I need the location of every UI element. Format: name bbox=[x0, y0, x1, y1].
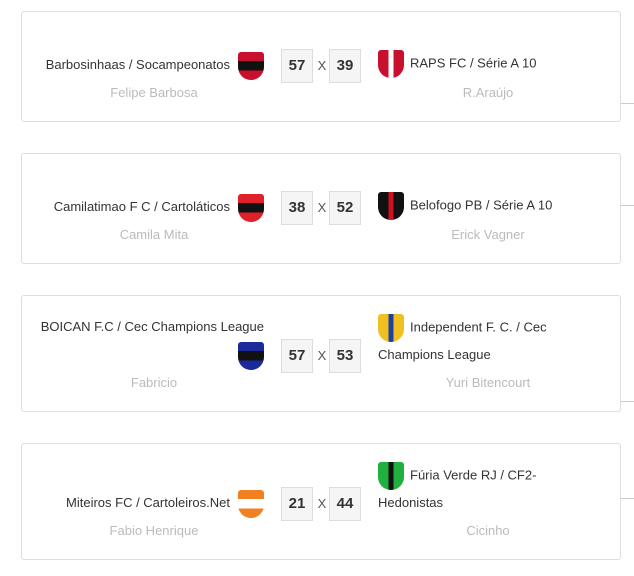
away-team-logo-icon bbox=[378, 462, 404, 490]
home-team-logo-icon bbox=[238, 342, 264, 370]
away-score: 39 bbox=[329, 49, 361, 83]
home-team-logo-icon bbox=[238, 52, 264, 80]
away-team[interactable]: Fúria Verde RJ / CF2-Hedonistas bbox=[378, 462, 578, 516]
away-team[interactable]: Belofogo PB / Série A 10 bbox=[378, 192, 578, 220]
home-owner: Fabricio bbox=[130, 375, 178, 390]
away-team-logo-icon bbox=[378, 314, 404, 342]
home-owner: Fabio Henrique bbox=[109, 523, 199, 538]
home-team-logo-icon bbox=[238, 490, 264, 518]
away-owner: Cicinho bbox=[466, 523, 510, 538]
home-team[interactable]: Camilatimao F C / Cartoláticos bbox=[32, 193, 264, 222]
away-score: 53 bbox=[329, 339, 361, 373]
score-separator: X bbox=[317, 200, 327, 215]
home-owner: Felipe Barbosa bbox=[110, 85, 198, 100]
home-owner: Camila Mita bbox=[119, 227, 189, 242]
away-team[interactable]: RAPS FC / Série A 10 bbox=[378, 50, 578, 78]
match-card[interactable]: Miteiros FC / Cartoleiros.Net 21 X 44 Fú… bbox=[21, 443, 621, 560]
score-separator: X bbox=[317, 348, 327, 363]
bracket-connector bbox=[621, 498, 634, 499]
home-score: 21 bbox=[281, 487, 313, 521]
home-team-name: Barbosinhaas / Socampeonatos bbox=[45, 57, 230, 73]
home-score: 57 bbox=[281, 49, 313, 83]
home-score: 57 bbox=[281, 339, 313, 373]
home-team-name: Camilatimao F C / Cartoláticos bbox=[53, 199, 230, 215]
score-separator: X bbox=[317, 58, 327, 73]
match-card[interactable]: Barbosinhaas / Socampeonatos 57 X 39 RAP… bbox=[21, 11, 621, 122]
away-owner: Yuri Bitencourt bbox=[445, 375, 531, 390]
away-team-name: Fúria Verde RJ / CF2-Hedonistas bbox=[378, 467, 537, 510]
away-score: 52 bbox=[329, 191, 361, 225]
away-team[interactable]: Independent F. C. / Cec Champions League bbox=[378, 314, 578, 368]
away-team-logo-icon bbox=[378, 50, 404, 78]
match-card[interactable]: Camilatimao F C / Cartoláticos 38 X 52 B… bbox=[21, 153, 621, 264]
home-team[interactable]: Barbosinhaas / Socampeonatos bbox=[32, 51, 264, 80]
away-team-name: Independent F. C. / Cec Champions League bbox=[378, 319, 547, 362]
away-team-name: Belofogo PB / Série A 10 bbox=[410, 197, 553, 213]
home-team-name: Miteiros FC / Cartoleiros.Net bbox=[66, 495, 230, 511]
match-card[interactable]: BOICAN F.C / Cec Champions League 57 X 5… bbox=[21, 295, 621, 412]
away-team-name: RAPS FC / Série A 10 bbox=[410, 55, 537, 71]
home-team-name: BOICAN F.C / Cec Champions League bbox=[40, 319, 264, 335]
home-score: 38 bbox=[281, 191, 313, 225]
bracket-connector bbox=[621, 401, 634, 402]
home-team[interactable]: BOICAN F.C / Cec Champions League bbox=[32, 313, 264, 370]
home-team[interactable]: Miteiros FC / Cartoleiros.Net bbox=[32, 489, 264, 518]
away-score: 44 bbox=[329, 487, 361, 521]
bracket-connector bbox=[621, 205, 634, 206]
bracket-connector bbox=[621, 103, 634, 104]
away-owner: Erick Vagner bbox=[451, 227, 525, 242]
away-team-logo-icon bbox=[378, 192, 404, 220]
away-owner: R.Araújo bbox=[462, 85, 514, 100]
home-team-logo-icon bbox=[238, 194, 264, 222]
score-separator: X bbox=[317, 496, 327, 511]
